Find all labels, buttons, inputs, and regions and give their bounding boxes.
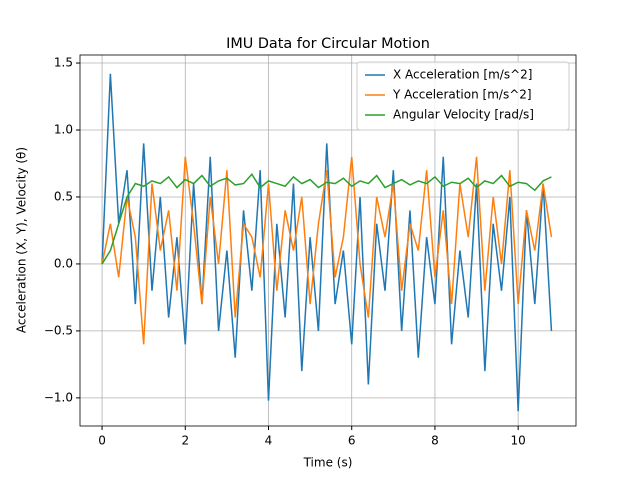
y-tick-label: 1.0 <box>54 123 73 137</box>
y-tick-label: 1.5 <box>54 56 73 70</box>
y-tick-label: 0.5 <box>54 189 73 203</box>
x-tick-label: 6 <box>348 434 356 448</box>
chart-title: IMU Data for Circular Motion <box>226 36 430 52</box>
x-tick-label: 10 <box>511 434 526 448</box>
legend-label: Angular Velocity [rad/s] <box>393 108 534 122</box>
data-line <box>101 156 553 345</box>
y-tick-label: −0.5 <box>44 323 73 337</box>
data-line <box>101 73 553 412</box>
y-tick-label: 0.0 <box>54 256 73 270</box>
x-axis-label: Time (s) <box>303 456 353 470</box>
y-axis-label: Acceleration (X, Y), Velocity (θ) <box>15 147 29 333</box>
legend-box <box>356 61 570 131</box>
x-tick-label: 0 <box>98 434 106 448</box>
plot-frame <box>79 54 577 427</box>
data-line <box>101 172 552 265</box>
x-tick-label: 2 <box>181 434 189 448</box>
legend-label: Y Acceleration [m/s^2] <box>392 88 532 102</box>
y-tick-label: −1.0 <box>44 390 73 404</box>
x-tick-label: 4 <box>265 434 273 448</box>
legend-label: X Acceleration [m/s^2] <box>393 68 532 82</box>
x-tick-label: 8 <box>431 434 439 448</box>
